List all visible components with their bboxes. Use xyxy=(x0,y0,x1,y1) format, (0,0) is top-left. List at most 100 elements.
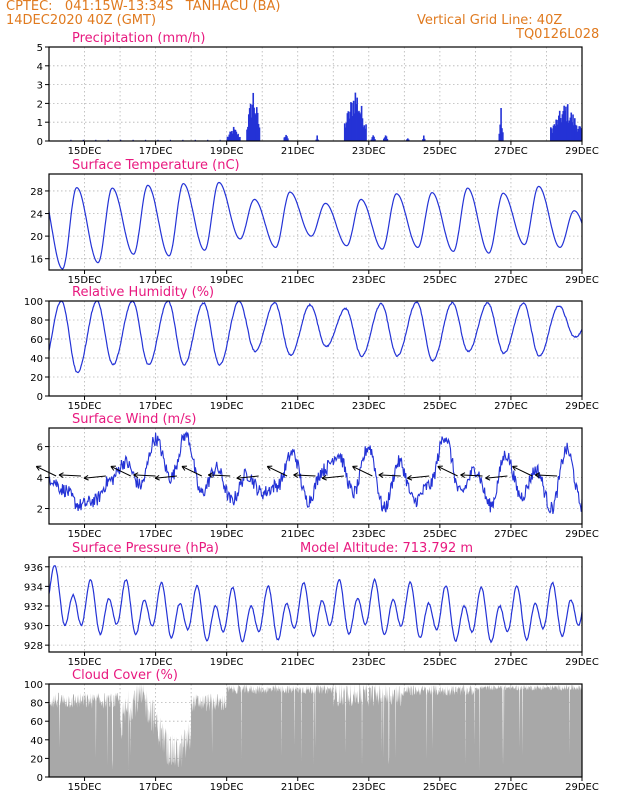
precip-bar xyxy=(554,126,557,141)
precip-bar xyxy=(385,136,388,141)
temp-series-line xyxy=(48,181,583,270)
precip-bar xyxy=(257,124,260,141)
precip-bar xyxy=(383,137,386,141)
precip-bar xyxy=(343,123,346,141)
precip-bar xyxy=(249,103,252,141)
x-tick-label: 27DEC xyxy=(494,657,528,668)
precip-bar xyxy=(120,139,122,141)
wind-arrow xyxy=(236,474,259,481)
precip-bar xyxy=(315,139,318,141)
precip-bar xyxy=(579,126,581,141)
precip-bar xyxy=(566,104,569,141)
precip-bar xyxy=(555,119,557,141)
x-tick-label: 19DEC xyxy=(210,275,244,286)
precip-bar xyxy=(359,114,362,141)
wind-arrow xyxy=(485,474,508,481)
precip-bar xyxy=(353,113,356,141)
precip-bar xyxy=(359,112,361,141)
precip-bar xyxy=(247,114,250,141)
precip-bar xyxy=(229,131,231,141)
x-tick-label: 23DEC xyxy=(352,146,386,157)
precip-bar xyxy=(107,139,109,141)
precip-bar xyxy=(351,116,354,141)
temp-panel xyxy=(45,173,583,274)
wind-arrow xyxy=(460,472,483,478)
cloud-title: Cloud Cover (%) xyxy=(72,668,178,683)
precip-bar xyxy=(194,139,196,141)
wind-panel xyxy=(35,427,583,528)
x-tick-label: 21DEC xyxy=(281,146,315,157)
x-tick-label: 23DEC xyxy=(352,782,386,793)
wind-arrow xyxy=(110,465,131,477)
x-tick-label: 21DEC xyxy=(281,782,315,793)
y-tick-label: 2 xyxy=(37,505,43,516)
precip-bar xyxy=(565,106,567,141)
x-tick-label: 29DEC xyxy=(565,401,599,412)
precip-bar xyxy=(576,131,579,141)
precip-bar xyxy=(350,102,352,141)
x-tick-label: 17DEC xyxy=(139,782,173,793)
y-tick-label: 932 xyxy=(24,602,43,613)
rh-panel xyxy=(45,300,583,400)
wind-arrow xyxy=(352,465,373,477)
precip-bar xyxy=(357,112,359,141)
precip-bar xyxy=(560,122,563,141)
wind-arrow xyxy=(407,474,430,481)
x-tick-label: 15DEC xyxy=(68,529,102,540)
precip-bar xyxy=(255,114,257,141)
precip-bar xyxy=(570,112,573,141)
y-tick-label: 934 xyxy=(24,582,43,593)
precip-bar xyxy=(169,139,172,141)
y-tick-label: 1 xyxy=(37,118,43,129)
wind-series-line xyxy=(48,431,583,515)
precip-bar xyxy=(572,114,574,141)
precip-bar xyxy=(237,133,239,141)
precip-bar xyxy=(563,105,565,141)
precip-bar xyxy=(384,135,387,141)
precip-bar xyxy=(82,139,84,141)
wind-arrow xyxy=(181,465,203,477)
x-tick-label: 17DEC xyxy=(139,146,173,157)
precip-bar xyxy=(346,113,349,141)
wind-arrow xyxy=(133,472,156,478)
wind-arrow xyxy=(207,472,231,478)
precip-bar xyxy=(231,133,234,141)
y-tick-label: 40 xyxy=(30,736,43,747)
precip-bar xyxy=(407,139,410,141)
precip-bar xyxy=(355,104,358,141)
pres-panel xyxy=(45,556,583,656)
precip-bar xyxy=(239,136,241,141)
x-tick-label: 25DEC xyxy=(423,529,457,540)
precip-bar xyxy=(383,138,385,141)
precip-bar xyxy=(373,136,375,141)
precip-bar xyxy=(286,136,288,141)
wind-frame xyxy=(48,427,583,525)
wind-arrow xyxy=(321,474,344,481)
header-grid-note: Vertical Grid Line: 40Z xyxy=(417,13,563,28)
precip-bar xyxy=(551,132,554,141)
precip-bar xyxy=(317,139,319,141)
precip-bar xyxy=(501,128,503,141)
x-tick-label: 17DEC xyxy=(139,529,173,540)
precip-bar xyxy=(238,137,240,141)
x-tick-label: 25DEC xyxy=(423,275,457,286)
x-tick-label: 27DEC xyxy=(494,146,528,157)
y-tick-label: 28 xyxy=(30,187,43,198)
precip-bar xyxy=(95,139,97,141)
rh-series-line xyxy=(48,300,583,374)
precip-bar xyxy=(557,124,559,141)
pres-subtitle: Model Altitude: 713.792 m xyxy=(300,541,473,556)
x-tick-label: 29DEC xyxy=(565,782,599,793)
precip-bar xyxy=(406,138,409,141)
precip-bar xyxy=(567,122,570,141)
precip-bar xyxy=(219,139,221,141)
x-tick-label: 17DEC xyxy=(139,275,173,286)
rh-title: Relative Humidity (%) xyxy=(72,285,214,300)
y-tick-label: 40 xyxy=(30,354,43,365)
precip-bar xyxy=(347,111,350,141)
precip-bar xyxy=(349,111,351,141)
y-tick-label: 2 xyxy=(37,99,43,110)
precip-bar xyxy=(157,139,159,141)
precip-bar xyxy=(351,102,353,141)
